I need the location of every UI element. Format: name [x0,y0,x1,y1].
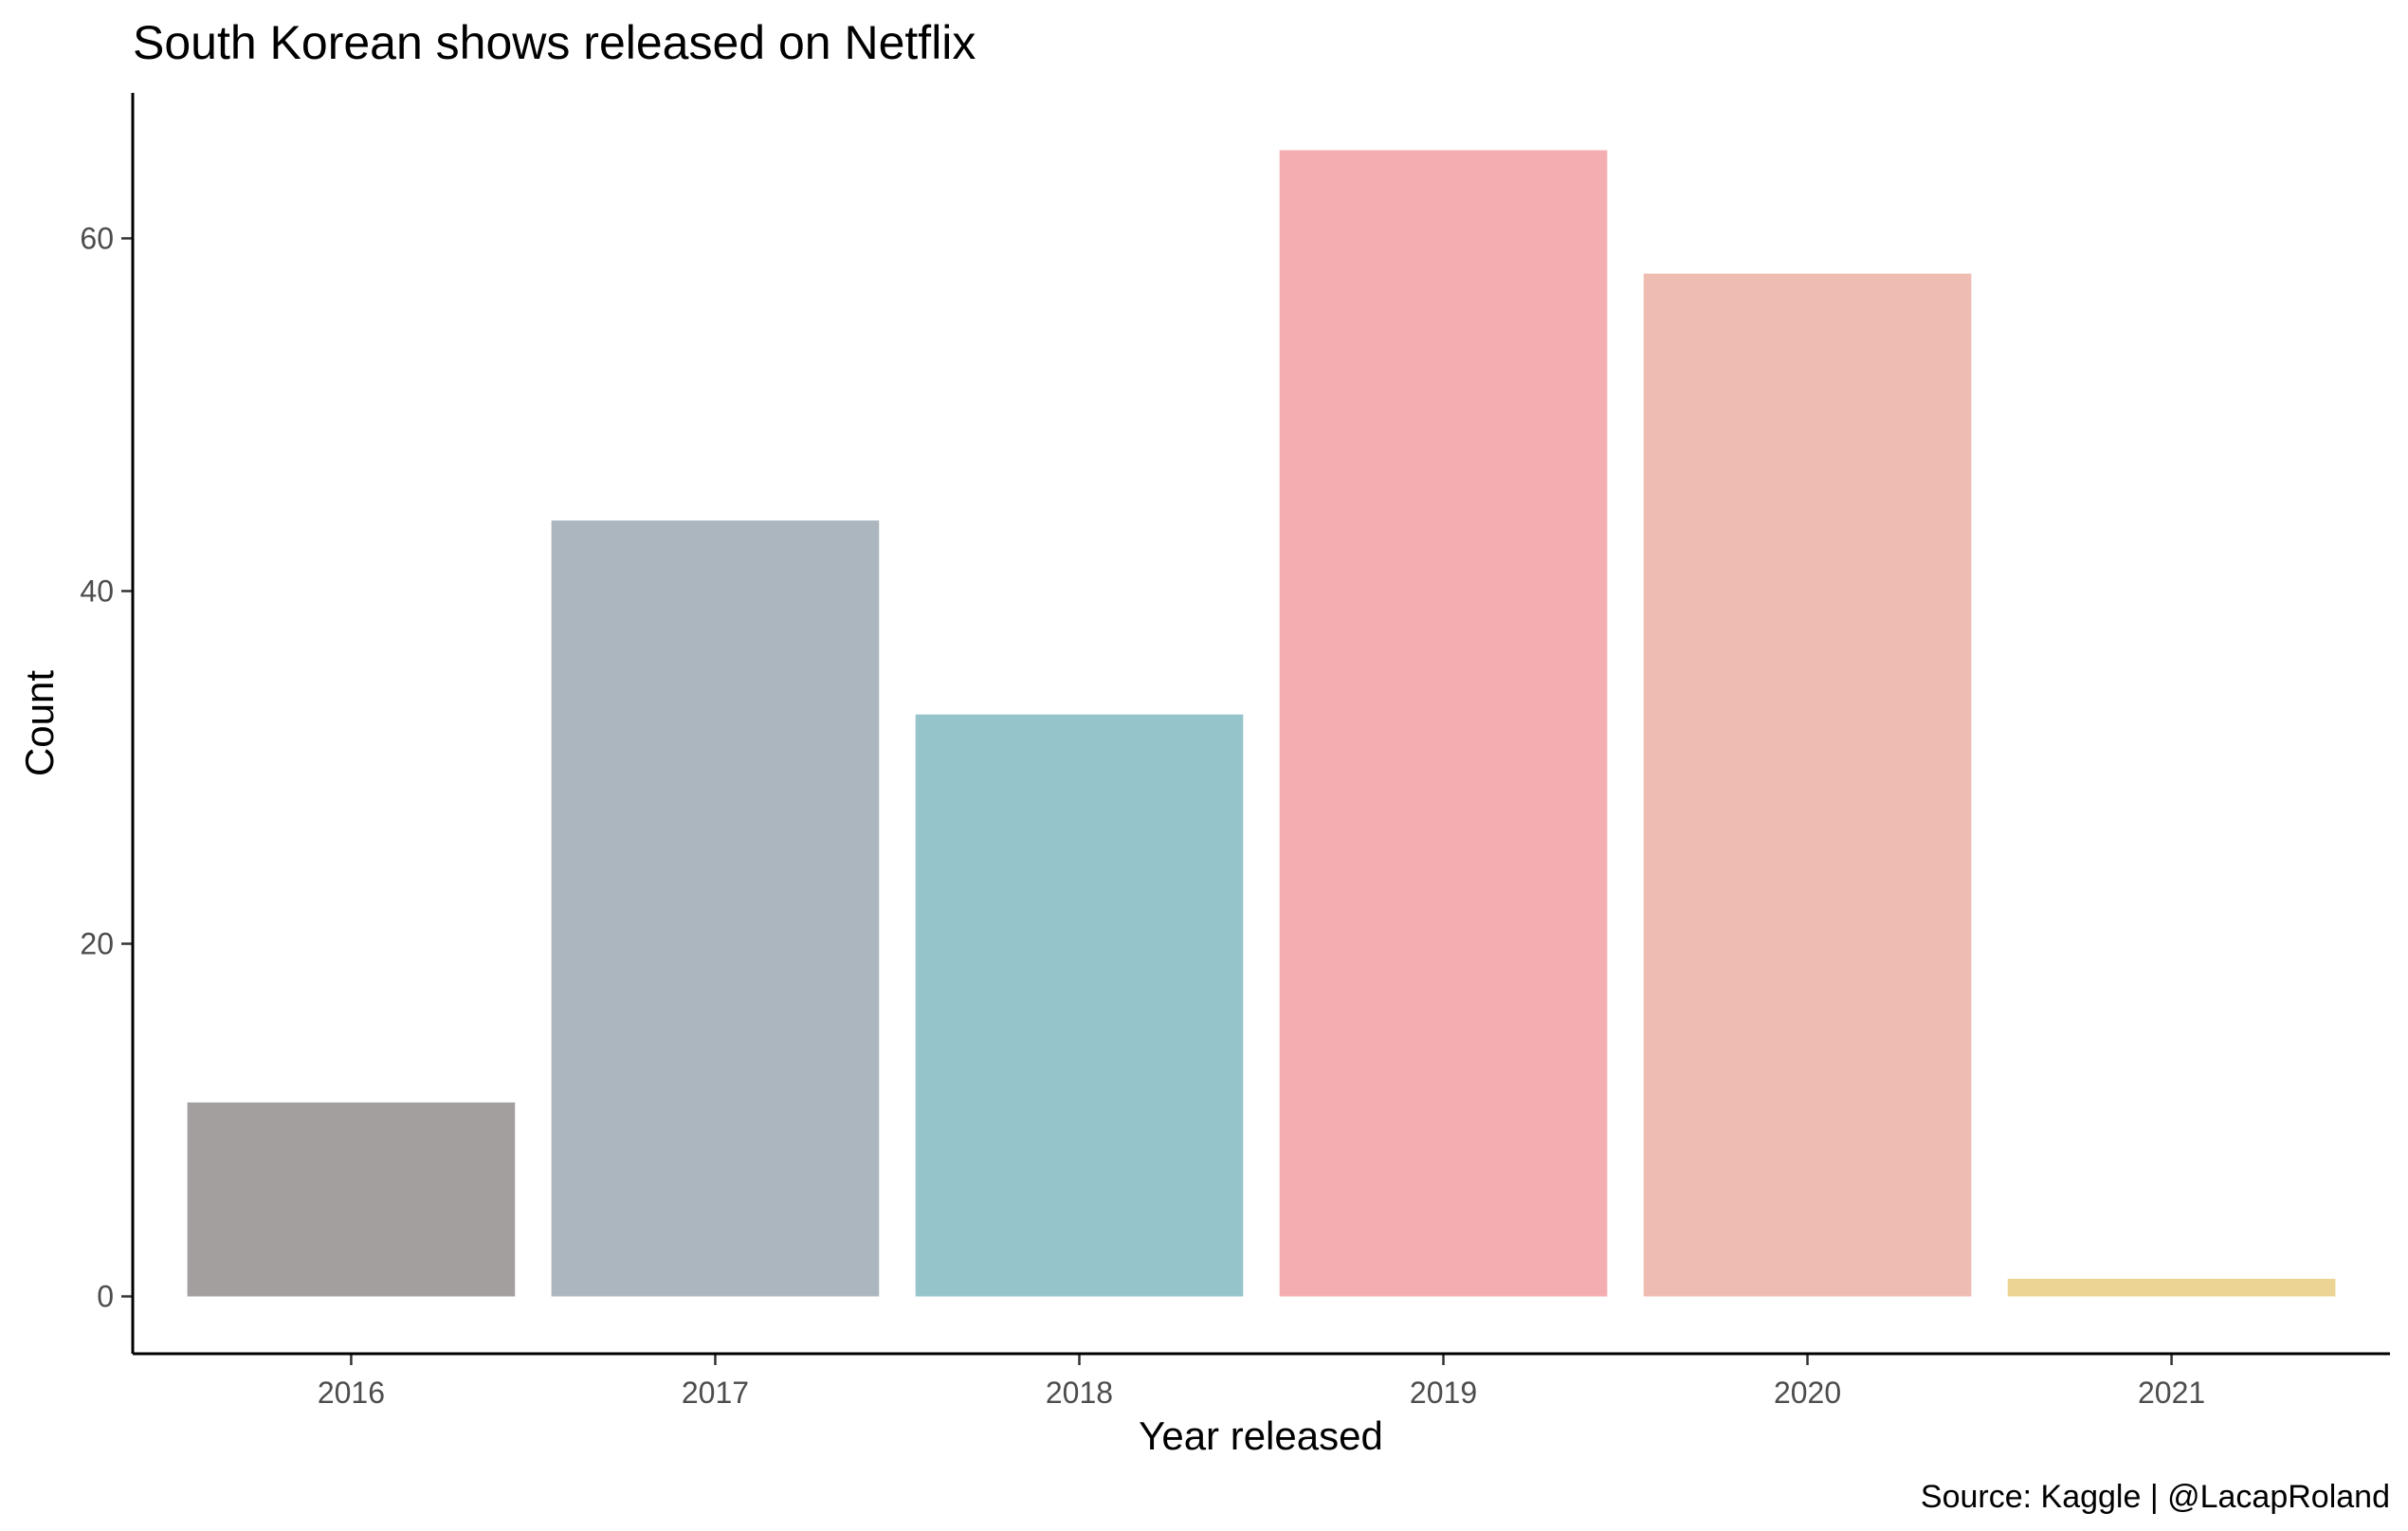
x-tick-label-2017: 2017 [682,1376,749,1410]
y-tick-label-40: 40 [80,574,114,608]
y-tick-label-60: 60 [80,221,114,255]
x-tick-label-2020: 2020 [1774,1376,1841,1410]
x-axis-ticks: 2016 2017 2018 2019 2020 2021 [318,1354,2205,1410]
x-tick-label-2016: 2016 [318,1376,385,1410]
x-tick-label-2018: 2018 [1046,1376,1113,1410]
y-tick-label-20: 20 [80,927,114,961]
bar-2018 [916,715,1244,1297]
x-tick-label-2021: 2021 [2138,1376,2205,1410]
source-caption: Source: Kaggle | @LacapRoland [1921,1479,2390,1515]
bar-2021 [2008,1279,2336,1297]
chart-title: South Korean shows released on Netflix [133,16,976,69]
bar-2019 [1280,150,1608,1296]
bar-2020 [1644,274,1972,1297]
bars-group [188,150,2336,1296]
x-axis-title: Year released [1139,1413,1383,1458]
bar-2017 [552,520,880,1296]
y-tick-label-0: 0 [97,1280,114,1314]
y-axis-title: Count [17,670,62,776]
bar-2016 [188,1103,516,1297]
y-axis-ticks: 0 20 40 60 [80,221,133,1313]
x-tick-label-2019: 2019 [1410,1376,1477,1410]
